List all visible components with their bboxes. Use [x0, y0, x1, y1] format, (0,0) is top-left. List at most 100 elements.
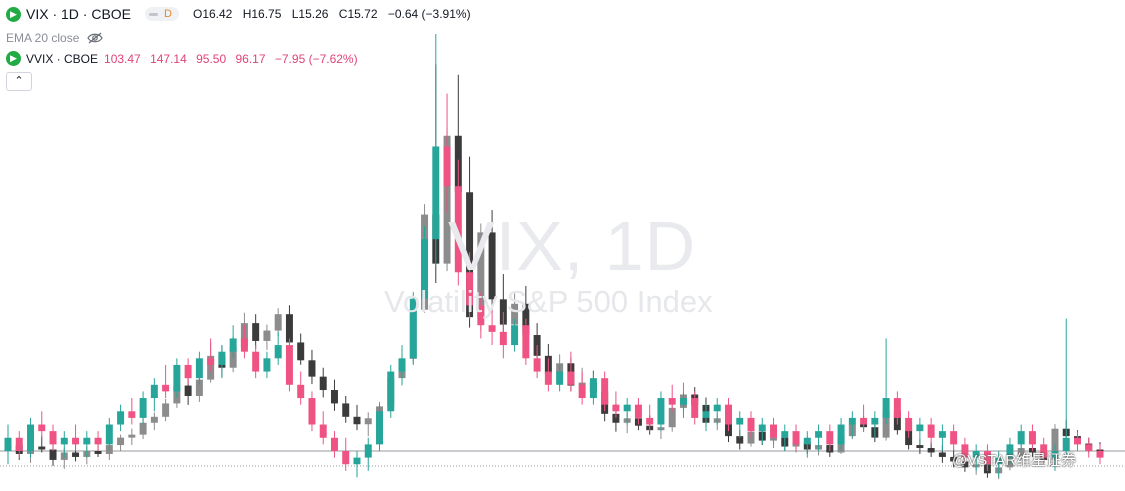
vvix-open: 103.47	[104, 51, 141, 66]
vix-candle	[927, 448, 935, 453]
vvix-candle	[252, 351, 260, 372]
vvix-candle	[770, 424, 778, 438]
vvix-candle	[376, 411, 383, 445]
vix-close: C15.72	[338, 7, 378, 21]
vix-candle	[128, 434, 136, 438]
vix-candle	[488, 232, 496, 300]
vvix-change: −7.95 (−7.62%)	[274, 51, 358, 66]
vvix-candle	[297, 384, 305, 399]
vix-candle	[330, 390, 338, 404]
vvix-candle	[60, 437, 68, 445]
vvix-candle	[634, 404, 642, 418]
vvix-candle	[105, 424, 113, 445]
vvix-candle	[522, 325, 530, 359]
watermark-subtitle: Volatility S&P 500 Index	[384, 284, 713, 319]
vix-ohlc: O16.42 H16.75 L15.26 C15.72 −0.64 (−3.91…	[193, 7, 478, 21]
ema-label[interactable]: EMA 20 close	[6, 31, 80, 45]
vvix-candle	[725, 404, 732, 425]
vvix-candle	[995, 457, 1003, 465]
vvix-candle	[499, 331, 507, 346]
vix-candle	[94, 451, 102, 454]
vvix-candle	[1006, 444, 1014, 458]
green-status-icon[interactable]: ▶	[6, 6, 21, 22]
vvix-candle	[488, 325, 496, 332]
vvix-candle	[983, 451, 991, 465]
vix-candle	[117, 437, 125, 446]
vix-legend: ▶ VIX · 1D · CBOE D O16.42 H16.75 L15.26…	[6, 6, 478, 22]
vvix-high: 147.14	[150, 51, 187, 66]
vix-candle	[263, 330, 271, 341]
vix-candle	[297, 342, 305, 361]
vvix-candle	[128, 411, 136, 418]
vvix-candle	[1073, 437, 1081, 445]
vix-change: −0.64 (−3.91%)	[387, 7, 471, 21]
vvix-candle	[353, 457, 361, 465]
vvix-legend: ▶ VVIX · CBOE 103.47 147.14 95.50 96.17 …	[6, 51, 364, 66]
vvix-candle	[162, 384, 170, 392]
vvix-candle	[1096, 451, 1104, 458]
vvix-candle	[184, 364, 192, 379]
vvix-candle	[454, 186, 462, 273]
vix-candle	[38, 446, 46, 450]
vvix-candle	[803, 437, 811, 445]
vvix-candle	[38, 424, 46, 432]
vvix-candle	[308, 398, 316, 425]
vix-candle	[319, 376, 327, 391]
vvix-candle	[1028, 431, 1036, 445]
vvix-candle	[927, 424, 935, 438]
vvix-candle	[27, 424, 35, 451]
vvix-candle	[668, 398, 676, 405]
brand-watermark: @VSTAR维星证券	[952, 452, 1077, 469]
vvix-candle	[150, 384, 158, 399]
vvix-candle	[398, 358, 406, 372]
vvix-candle	[443, 146, 451, 187]
vvix-candle	[646, 417, 654, 425]
chevron-up-icon: ⌃	[14, 75, 24, 87]
vix-candle	[308, 360, 316, 377]
vvix-candle	[747, 417, 755, 432]
vvix-candle	[207, 358, 215, 365]
vvix-candle	[1085, 444, 1093, 451]
vix-open: O16.42	[192, 7, 233, 21]
vix-candle	[668, 407, 676, 428]
collapse-legend-button[interactable]: ⌃	[6, 72, 32, 91]
vvix-candle	[285, 345, 293, 385]
vix-candle	[1017, 448, 1025, 457]
green-status-icon[interactable]: ▶	[6, 51, 21, 66]
vvix-candle	[139, 398, 147, 418]
vvix-candle	[837, 424, 845, 445]
vix-candle	[252, 323, 260, 341]
vix-candle	[72, 452, 80, 457]
eye-hidden-icon[interactable]	[87, 32, 104, 44]
vix-candle	[49, 449, 57, 460]
vix-candle	[342, 403, 350, 417]
vvix-candle	[961, 444, 969, 458]
vvix-candle	[792, 431, 800, 445]
vix-candle	[162, 403, 170, 417]
vvix-candle	[567, 371, 575, 385]
interval-badge[interactable]: D	[145, 7, 179, 21]
vvix-symbol[interactable]: VVIX · CBOE	[26, 51, 99, 66]
vvix-candle	[826, 431, 834, 445]
vix-candle	[938, 452, 946, 457]
vix-candle	[184, 385, 192, 396]
vvix-candle	[421, 239, 429, 299]
vvix-candle	[477, 305, 485, 326]
vvix-candle	[229, 338, 237, 352]
vvix-candle	[409, 298, 417, 359]
vvix-candle	[533, 358, 541, 372]
vix-symbol[interactable]: VIX · 1D · CBOE	[26, 6, 132, 22]
vix-candle	[961, 461, 969, 468]
vvix-candle	[1017, 431, 1025, 445]
vvix-candle	[589, 378, 597, 399]
vvix-candle	[511, 325, 519, 346]
vvix-candle	[815, 431, 823, 438]
vvix-candle	[713, 404, 721, 412]
vvix-candle	[94, 437, 102, 445]
vix-candle	[499, 299, 507, 325]
watermark-title: VIX, 1D	[448, 207, 697, 285]
vix-candle	[285, 314, 293, 343]
vvix-candle	[342, 451, 350, 465]
vix-candle	[950, 456, 958, 462]
